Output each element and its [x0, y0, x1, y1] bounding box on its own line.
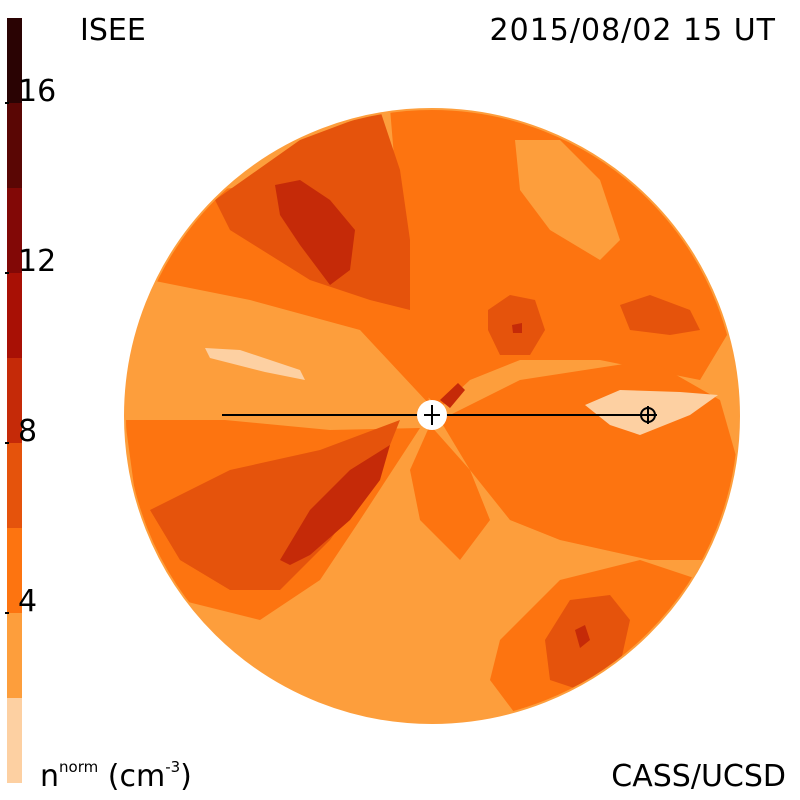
low-streak-west	[205, 348, 305, 380]
colorbar-tick	[5, 612, 9, 614]
core-sw	[280, 445, 390, 565]
light-patch-ne	[515, 140, 620, 260]
region-center-bottom	[410, 425, 490, 560]
earth-marker-icon	[639, 406, 657, 424]
colorbar	[7, 18, 22, 783]
colorbar-band	[7, 18, 22, 103]
colorbar-tick	[5, 442, 9, 444]
credit-label: CASS/UCSD	[611, 759, 786, 794]
colorbar-band	[7, 443, 22, 528]
core-nw	[275, 180, 355, 285]
colorbar-band	[7, 358, 22, 443]
colorbar-band	[7, 273, 22, 358]
sun-marker	[417, 400, 447, 430]
datetime-label: 2015/08/02 15 UT	[489, 13, 776, 48]
unit-superscript: norm	[59, 758, 99, 776]
core-se	[575, 625, 590, 648]
colorbar-tick	[5, 272, 9, 274]
region-sw-band	[150, 420, 400, 590]
unit-base: n	[40, 759, 60, 794]
colorbar-band	[7, 188, 22, 273]
unit-exponent: -3	[165, 758, 181, 776]
unit-label: nnorm (cm-3)	[40, 760, 192, 792]
low-patch-east	[585, 390, 718, 435]
colorbar-tick-label: 12	[18, 244, 57, 279]
colorbar-tick-label: 4	[18, 584, 38, 619]
colorbar-band	[7, 698, 22, 783]
colorbar-band	[7, 528, 22, 613]
colorbar-tick	[5, 102, 9, 104]
disk-outline	[124, 108, 740, 724]
colorbar-band	[7, 613, 22, 698]
core-sun-ne	[440, 383, 465, 408]
colorbar-tick-label: 8	[18, 414, 38, 449]
unit-close: )	[180, 759, 192, 794]
org-label: ISEE	[80, 13, 146, 48]
region-ne-blob	[620, 295, 700, 335]
core-center	[512, 323, 522, 333]
unit-tail: (cm	[98, 759, 166, 794]
colorbar-tick-label: 16	[18, 74, 57, 109]
colorbar-band	[7, 103, 22, 188]
